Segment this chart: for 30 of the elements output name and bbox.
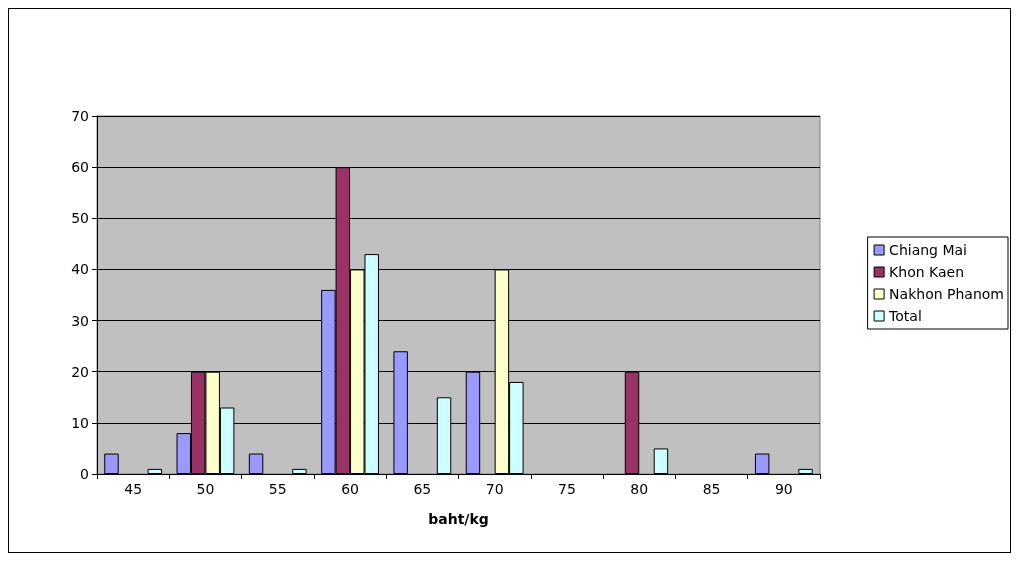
y-tick-label: 60 bbox=[71, 159, 89, 176]
x-tick-label: 50 bbox=[196, 481, 215, 497]
legend-label: Nakhon Phanom bbox=[889, 286, 1005, 302]
legend-label: Total bbox=[888, 308, 922, 324]
x-tick-label: 85 bbox=[702, 481, 721, 497]
bar bbox=[653, 448, 669, 474]
x-tick-label: 60 bbox=[341, 481, 359, 497]
x-tick-label: 65 bbox=[413, 481, 432, 497]
bar bbox=[248, 453, 264, 474]
x-tick-label: 70 bbox=[485, 481, 504, 497]
bar bbox=[147, 468, 163, 474]
y-tick-label: 50 bbox=[71, 210, 89, 227]
bar bbox=[104, 453, 119, 474]
y-tick-label: 40 bbox=[71, 261, 89, 278]
y-tick-label: 30 bbox=[71, 312, 89, 329]
y-tick-label: 0 bbox=[80, 466, 89, 482]
x-tick-label: 55 bbox=[268, 481, 287, 497]
x-tick-label: 90 bbox=[774, 481, 793, 497]
x-tick-label: 75 bbox=[558, 481, 576, 497]
legend-label: Khon Kaen bbox=[889, 264, 965, 280]
bar bbox=[798, 468, 813, 474]
y-tick-label: 10 bbox=[71, 414, 89, 431]
y-tick-label: 20 bbox=[71, 363, 89, 380]
bar bbox=[754, 453, 770, 474]
x-axis-title: baht/kg bbox=[428, 511, 489, 527]
bar bbox=[292, 468, 307, 474]
y-tick-label: 70 bbox=[71, 108, 89, 124]
x-tick-label: 80 bbox=[630, 481, 649, 497]
legend-label: Chiang Mai bbox=[889, 242, 967, 258]
x-tick-label: 45 bbox=[124, 481, 143, 497]
